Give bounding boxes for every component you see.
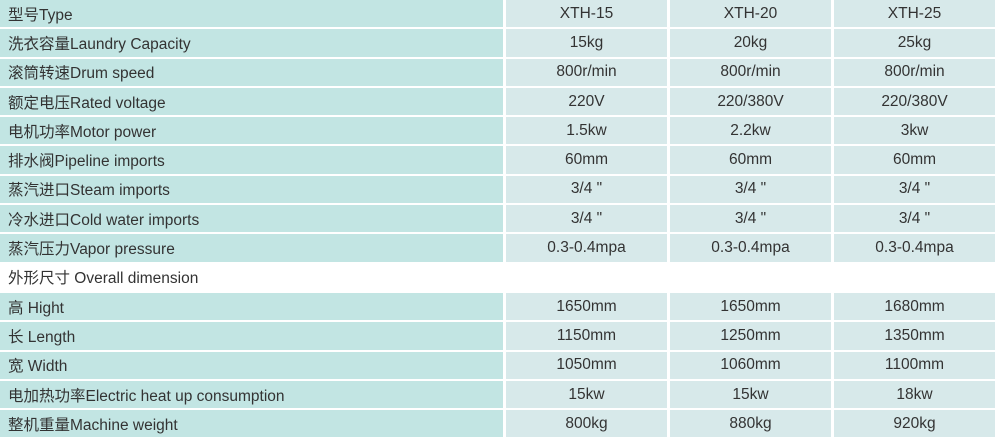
table-row: 宽 Width 1050mm 1060mm 1100mm [0,351,995,379]
row-value: 2.2kw [670,117,831,145]
table-row: 滚筒转速Drum speed 800r/min 800r/min 800r/min [0,58,995,86]
row-value: 3/4 " [834,175,995,204]
row-value: 1.5kw [506,117,667,145]
section-label: 外形尺寸 Overall dimension [0,263,503,291]
row-label: 电加热功率Electric heat up consumption [0,380,503,409]
section-row: 外形尺寸 Overall dimension [0,263,995,291]
row-value: 800kg [506,410,667,438]
table-row: 高 Hight 1650mm 1650mm 1680mm [0,292,995,321]
header-model: XTH-15 [506,0,667,28]
row-value: 220V [506,87,667,116]
table-row: 电机功率Motor power 1.5kw 2.2kw 3kw [0,117,995,145]
row-value: 3kw [834,117,995,145]
row-label: 冷水进口Cold water imports [0,205,503,233]
row-value: 3/4 " [670,175,831,204]
row-value: 920kg [834,410,995,438]
table-row: 洗衣容量Laundry Capacity 15kg 20kg 25kg [0,29,995,57]
row-value: 220/380V [834,87,995,116]
row-value: 15kg [506,29,667,57]
row-label: 排水阀Pipeline imports [0,146,503,174]
row-value: 1150mm [506,322,667,350]
header-model: XTH-20 [670,0,831,28]
table-row: 额定电压Rated voltage 220V 220/380V 220/380V [0,87,995,116]
row-value: 60mm [834,146,995,174]
row-value: 880kg [670,410,831,438]
table-row: 长 Length 1150mm 1250mm 1350mm [0,322,995,350]
row-value: 800r/min [506,58,667,86]
table-row: 电加热功率Electric heat up consumption 15kw 15k… [0,380,995,409]
row-value: 1350mm [834,322,995,350]
row-label: 蒸汽进口Steam imports [0,175,503,204]
row-label: 高 Hight [0,292,503,321]
row-label: 电机功率Motor power [0,117,503,145]
row-label: 长 Length [0,322,503,350]
row-label: 滚筒转速Drum speed [0,58,503,86]
row-value: 3/4 " [670,205,831,233]
header-row: 型号Type XTH-15 XTH-20 XTH-25 [0,0,995,28]
row-label: 蒸汽压力Vapor pressure [0,234,503,262]
row-value: 20kg [670,29,831,57]
row-label: 宽 Width [0,351,503,379]
row-value: 1650mm [670,292,831,321]
row-value: 60mm [670,146,831,174]
row-label: 洗衣容量Laundry Capacity [0,29,503,57]
row-value: 1050mm [506,351,667,379]
row-value: 0.3-0.4mpa [506,234,667,262]
row-label: 额定电压Rated voltage [0,87,503,116]
table-row: 蒸汽压力Vapor pressure 0.3-0.4mpa 0.3-0.4mpa 0.… [0,234,995,262]
header-label: 型号Type [0,0,503,28]
row-value: 0.3-0.4mpa [670,234,831,262]
row-value: 15kw [506,380,667,409]
table-row: 冷水进口Cold water imports 3/4 " 3/4 " 3/4 " [0,205,995,233]
row-value: 25kg [834,29,995,57]
row-value: 60mm [506,146,667,174]
row-value: 1100mm [834,351,995,379]
row-value: 1650mm [506,292,667,321]
row-value: 800r/min [670,58,831,86]
row-value: 1250mm [670,322,831,350]
row-label: 整机重量Machine weight [0,410,503,438]
header-model: XTH-25 [834,0,995,28]
table-row: 蒸汽进口Steam imports 3/4 " 3/4 " 3/4 " [0,175,995,204]
row-value: 3/4 " [834,205,995,233]
table-row: 整机重量Machine weight 800kg 880kg 920kg [0,410,995,438]
row-value: 0.3-0.4mpa [834,234,995,262]
row-value: 1060mm [670,351,831,379]
table-row: 排水阀Pipeline imports 60mm 60mm 60mm [0,146,995,174]
row-value: 15kw [670,380,831,409]
row-value: 800r/min [834,58,995,86]
row-value: 1680mm [834,292,995,321]
row-value: 3/4 " [506,205,667,233]
row-value: 220/380V [670,87,831,116]
row-value: 18kw [834,380,995,409]
row-value: 3/4 " [506,175,667,204]
